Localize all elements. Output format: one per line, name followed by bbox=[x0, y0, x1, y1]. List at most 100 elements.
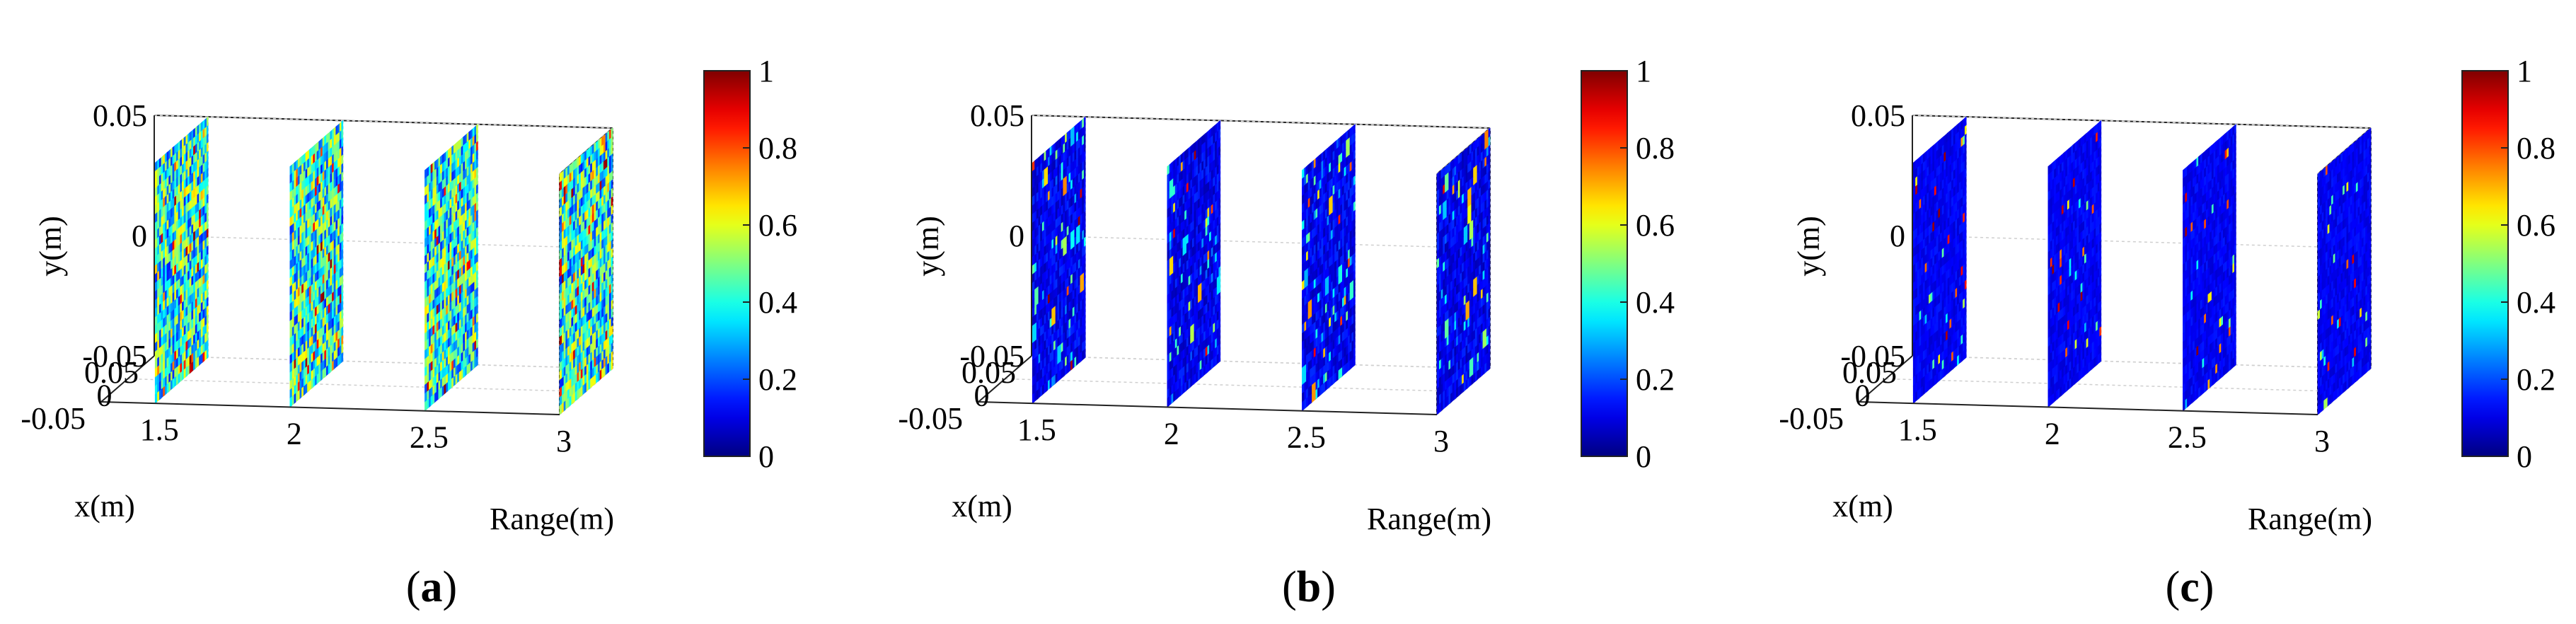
slice-cell bbox=[439, 387, 442, 398]
range-tick-label: 2.5 bbox=[410, 420, 449, 455]
slice-cell bbox=[569, 395, 572, 408]
slice-cell bbox=[475, 355, 478, 367]
slice-cell bbox=[608, 361, 611, 373]
slice-cell bbox=[1347, 360, 1350, 372]
slice-cell bbox=[1467, 377, 1469, 389]
slice-cell bbox=[328, 363, 330, 375]
slice-cell bbox=[1328, 377, 1331, 388]
slice-cell bbox=[445, 382, 448, 393]
slice-cell bbox=[434, 391, 437, 403]
panel-b: 0.050-0.050.050-0.05 1.5 2 2.5 3y(m)x(m) Rang… bbox=[898, 54, 1675, 611]
slice-cell bbox=[466, 364, 469, 376]
grid-line bbox=[154, 355, 613, 369]
slice-cell bbox=[436, 390, 439, 402]
slice-3 bbox=[559, 127, 613, 415]
slice-cell bbox=[1320, 383, 1324, 395]
slice-cell bbox=[563, 400, 566, 412]
slice-cell bbox=[570, 393, 574, 405]
slice-cell bbox=[1351, 357, 1354, 369]
slice-cell bbox=[462, 367, 466, 379]
slice-cell bbox=[189, 363, 192, 374]
slice-cell bbox=[1446, 395, 1449, 408]
slice-cell bbox=[303, 385, 306, 396]
grid-line bbox=[1005, 378, 1464, 393]
slice-2.5 bbox=[424, 124, 478, 412]
slice-cell bbox=[1313, 390, 1316, 402]
slice-cell bbox=[428, 396, 431, 408]
slice-cell bbox=[297, 390, 300, 401]
slice-cell bbox=[1353, 355, 1356, 367]
slice-cell bbox=[299, 388, 302, 400]
panel-label: (a) bbox=[406, 563, 457, 611]
slice-cell bbox=[591, 376, 594, 388]
slice-cell bbox=[170, 379, 173, 391]
slice-cell bbox=[198, 354, 201, 366]
slice-cell bbox=[1336, 370, 1339, 382]
slice-cell bbox=[580, 386, 583, 398]
slice-cell bbox=[437, 388, 441, 400]
slice-cell bbox=[318, 371, 321, 383]
slice-cell bbox=[1465, 379, 1468, 391]
slice-cell bbox=[1334, 372, 1336, 383]
slice-cell bbox=[178, 373, 180, 384]
slice-cell bbox=[206, 348, 209, 360]
slice-cell bbox=[1470, 374, 1474, 386]
slice-cell bbox=[172, 378, 175, 389]
slice-cell bbox=[154, 393, 158, 404]
slice-cell bbox=[472, 359, 475, 371]
range-tick-label: 1.5 bbox=[140, 412, 179, 447]
slice-cell bbox=[572, 392, 575, 404]
slice-cell bbox=[610, 359, 613, 371]
slice-cell bbox=[202, 351, 205, 363]
slice-cell bbox=[565, 398, 568, 410]
colorbar-scale bbox=[703, 70, 751, 457]
panel-label-close: ) bbox=[443, 563, 458, 611]
slice-cell bbox=[1212, 357, 1215, 369]
slice-cell bbox=[291, 394, 294, 406]
colorbar-tick-label: 0.6 bbox=[758, 208, 797, 243]
slice-cell bbox=[183, 368, 186, 379]
slice-cell bbox=[441, 385, 444, 397]
slice-cell bbox=[161, 388, 163, 399]
slice-cell bbox=[1343, 364, 1346, 376]
slice-cell bbox=[310, 378, 313, 390]
slice-cell bbox=[449, 379, 452, 391]
slice-cell bbox=[1459, 384, 1462, 395]
slice-cell bbox=[175, 374, 178, 386]
slice-cell bbox=[1302, 400, 1305, 412]
slice-cell bbox=[1455, 387, 1458, 399]
slice-cell bbox=[329, 362, 333, 374]
slice-cell bbox=[1448, 393, 1451, 405]
slice-cell bbox=[584, 382, 587, 394]
slice-1.5 bbox=[154, 116, 209, 404]
grid-line bbox=[154, 235, 613, 249]
slice-cell bbox=[1315, 388, 1318, 400]
slice-3 bbox=[1436, 127, 1491, 415]
slice-cell bbox=[464, 365, 467, 377]
slice-cell bbox=[306, 381, 309, 393]
slice-cell bbox=[567, 397, 570, 409]
slice-cell bbox=[454, 374, 458, 386]
slice-cell bbox=[340, 352, 344, 364]
slice-cell bbox=[166, 383, 169, 394]
axis-box-back bbox=[154, 115, 613, 415]
slice-cell bbox=[1305, 396, 1308, 408]
slice-2 bbox=[1167, 120, 1221, 408]
slice-cell bbox=[426, 398, 429, 410]
slice-cell bbox=[293, 393, 296, 405]
slice-cell bbox=[430, 395, 433, 407]
slice-cell bbox=[1457, 386, 1460, 398]
slice-cell bbox=[1322, 382, 1325, 393]
slice-cell bbox=[1472, 372, 1475, 384]
slice-cell bbox=[424, 400, 427, 412]
slice-cell bbox=[1442, 398, 1445, 410]
slice-cell bbox=[1216, 353, 1219, 365]
slice-cell bbox=[559, 403, 562, 415]
slice-cell bbox=[158, 389, 161, 401]
slice-cell bbox=[1208, 360, 1211, 371]
slice-cell bbox=[304, 383, 308, 395]
colorbar: 10.80.60.40.20 bbox=[703, 54, 797, 474]
slice-cell bbox=[586, 381, 589, 393]
slice-cell bbox=[295, 391, 298, 403]
